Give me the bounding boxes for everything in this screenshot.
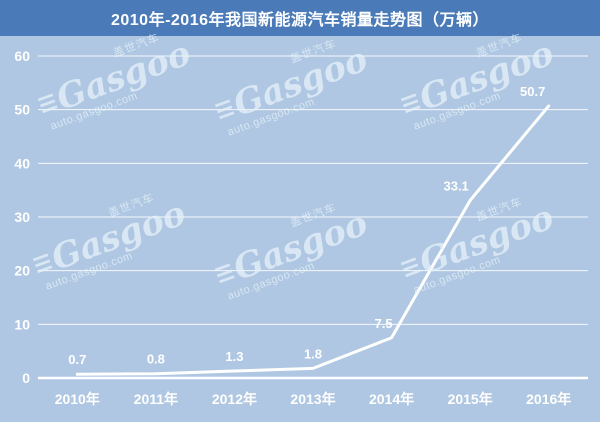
x-axis-label: 2016年 [526,391,571,407]
x-axis-label: 2011年 [134,391,178,407]
y-axis-label: 60 [14,48,30,64]
x-axis-label: 2012年 [212,391,257,407]
data-label: 33.1 [443,178,468,193]
y-axis-label: 0 [22,370,30,386]
x-axis-label: 2010年 [55,391,100,407]
x-axis-label: 2015年 [448,391,493,407]
x-axis-label: 2013年 [290,391,335,407]
data-label: 1.8 [304,346,322,361]
y-axis-label: 20 [14,263,30,279]
x-axis-label: 2014年 [369,391,414,407]
data-label: 0.7 [68,352,86,367]
data-label: 7.5 [375,316,393,331]
y-axis-label: 40 [14,155,30,171]
data-label: 0.8 [147,352,165,367]
chart-canvas: 0 10 20 30 40 50 60 2010年 2011年 2012年 2013年 2014年 20… [14,48,588,407]
y-axis-label: 50 [14,102,30,118]
y-axis-label: 30 [14,209,30,225]
chart-title: 2010年-2016年我国新能源汽车销量走势图（万辆） [0,0,600,36]
data-label: 1.3 [225,349,243,364]
data-label: 50.7 [520,84,545,99]
y-axis-label: 10 [14,316,30,332]
sales-line [75,104,551,376]
